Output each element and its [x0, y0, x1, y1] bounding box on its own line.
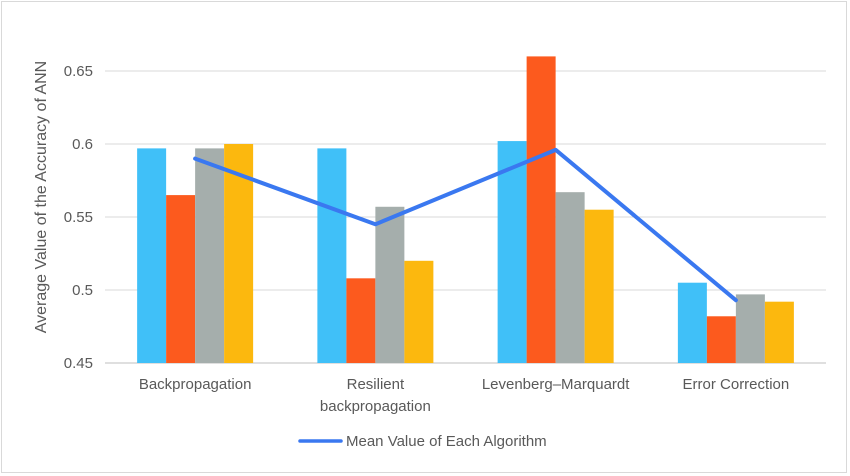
- bar-s3-c0: [224, 144, 254, 363]
- category-label: backpropagation: [320, 398, 431, 415]
- bar-s0-c3: [677, 282, 707, 363]
- bar-s1-c3: [706, 316, 736, 363]
- y-tick-label: 0.55: [64, 209, 93, 226]
- category-label: Levenberg–Marquardt: [482, 376, 630, 393]
- bar-s1-c0: [166, 195, 196, 363]
- bar-s1-c2: [526, 56, 556, 364]
- y-tick-label: 0.45: [64, 355, 93, 372]
- bar-s2-c2: [555, 192, 585, 363]
- y-tick-label: 0.6: [72, 136, 93, 153]
- bar-s2-c1: [375, 206, 405, 363]
- legend: Mean Value of Each Algorithm: [298, 433, 547, 450]
- mean-line-layer: [193, 147, 738, 303]
- y-axis-title: Average Value of the Accuracy of ANN: [33, 61, 50, 333]
- bar-s1-c1: [346, 278, 376, 363]
- mean-line: [193, 147, 738, 303]
- category-label: Resilient: [347, 376, 405, 393]
- bar-s0-c0: [137, 148, 167, 363]
- bar-s0-c1: [317, 148, 347, 363]
- bar-s3-c1: [404, 260, 434, 363]
- y-tick-label: 0.5: [72, 282, 93, 299]
- bar-s3-c2: [584, 209, 614, 363]
- category-label: Error Correction: [683, 376, 790, 393]
- bars: [137, 56, 794, 364]
- legend-label: Mean Value of Each Algorithm: [346, 433, 547, 450]
- category-labels: Backpropagation Resilient backpropagation L…: [139, 376, 789, 415]
- bar-s3-c3: [764, 301, 794, 363]
- bar-s2-c0: [195, 148, 225, 363]
- bar-s2-c3: [735, 294, 765, 363]
- bar-s0-c2: [497, 141, 527, 363]
- category-label: Backpropagation: [139, 376, 252, 393]
- y-tick-labels: 0.45 0.5 0.55 0.6 0.65: [64, 63, 93, 372]
- y-tick-label: 0.65: [64, 63, 93, 80]
